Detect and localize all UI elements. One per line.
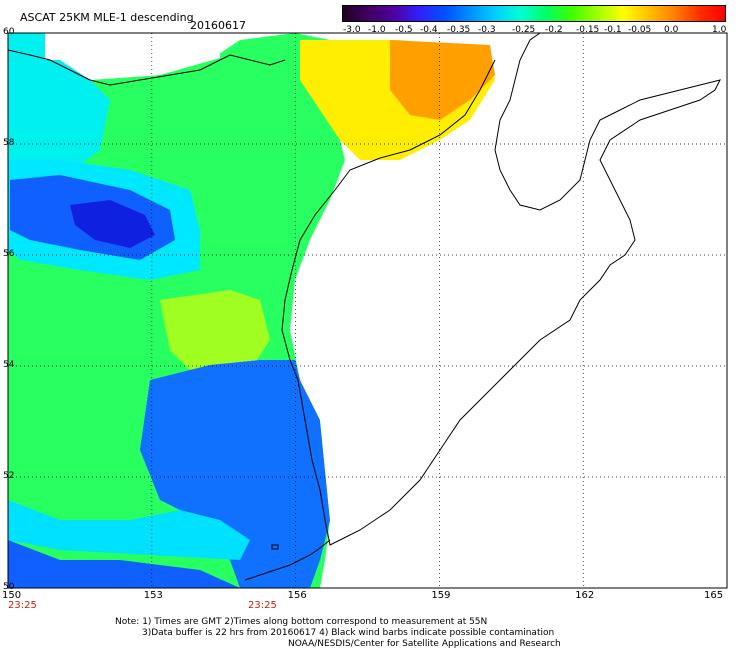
ocean-field-southeast-blue: [140, 360, 330, 588]
colorbar-tick-label: -0.1: [604, 25, 622, 35]
no-data-notch: [45, 33, 220, 80]
latitude-label: 50: [3, 582, 15, 592]
coastline-east: [281, 32, 721, 546]
colorbar-tick-label: -0.3: [478, 25, 496, 35]
colorbar-tick-label: -0.05: [628, 25, 652, 35]
ocean-field-deep-blue: [70, 200, 155, 248]
colorbar-tick-label: -0.4: [420, 25, 438, 35]
latitude-label: 58: [3, 138, 15, 148]
note-line-2: 3)Data buffer is 22 hrs from 20160617 4)…: [142, 628, 555, 638]
colorbar-tick-label: -0.2: [545, 25, 563, 35]
coastline-south-islands: [244, 539, 331, 581]
product-date: 20160617: [190, 19, 246, 32]
latitude-label: 56: [3, 249, 15, 259]
colorbar-tick-label: 0.0: [664, 25, 679, 35]
colorbar-tick-label: -1.0: [368, 25, 386, 35]
colorbar-labels: -3.0 -1.0 -0.5 -0.4 -0.35 -0.3 -0.25 -0.2 -0.15-…: [330, 25, 740, 37]
land-east: [295, 33, 727, 588]
ocean-field-cyan-south: [8, 500, 250, 560]
colorbar-tick-label: -3.0: [343, 25, 361, 35]
map-frame: [7, 32, 728, 589]
ocean-field-yellow-green: [160, 290, 270, 380]
longitude-label: 159: [431, 590, 451, 601]
time-label-left: 23:25: [8, 600, 37, 611]
product-title: ASCAT 25KM MLE-1 descending: [20, 11, 194, 24]
island-1: [271, 544, 279, 550]
colorbar-tick-label: -0.15: [576, 25, 600, 35]
map-border: [7, 32, 728, 589]
ocean-field-southwest-blue: [8, 540, 240, 588]
ocean-field-northeast-orange: [390, 40, 495, 120]
longitude-label: 153: [143, 590, 163, 601]
longitude-label: 165: [704, 590, 724, 601]
coastline-north: [7, 49, 286, 86]
latitude-label: 60: [3, 27, 15, 37]
longitude-label: 162: [575, 590, 595, 601]
latitude-label: 54: [3, 360, 15, 370]
colorbar: [342, 5, 726, 22]
colorbar-tick-label: 1.0: [712, 25, 727, 35]
colorbar-tick-label: -0.35: [447, 25, 471, 35]
longitude-label: 150: [2, 590, 22, 601]
colorbar-tick-label: -0.25: [512, 25, 536, 35]
note-line-3: NOAA/NESDIS/Center for Satellite Applica…: [288, 639, 561, 649]
note-line-1: Note: 1) Times are GMT 2)Times along bot…: [115, 617, 488, 627]
time-label-right: 23:25: [248, 600, 277, 611]
longitude-label: 156: [287, 590, 307, 601]
latitude-label: 52: [3, 471, 15, 481]
colorbar-tick-label: -0.5: [395, 25, 413, 35]
